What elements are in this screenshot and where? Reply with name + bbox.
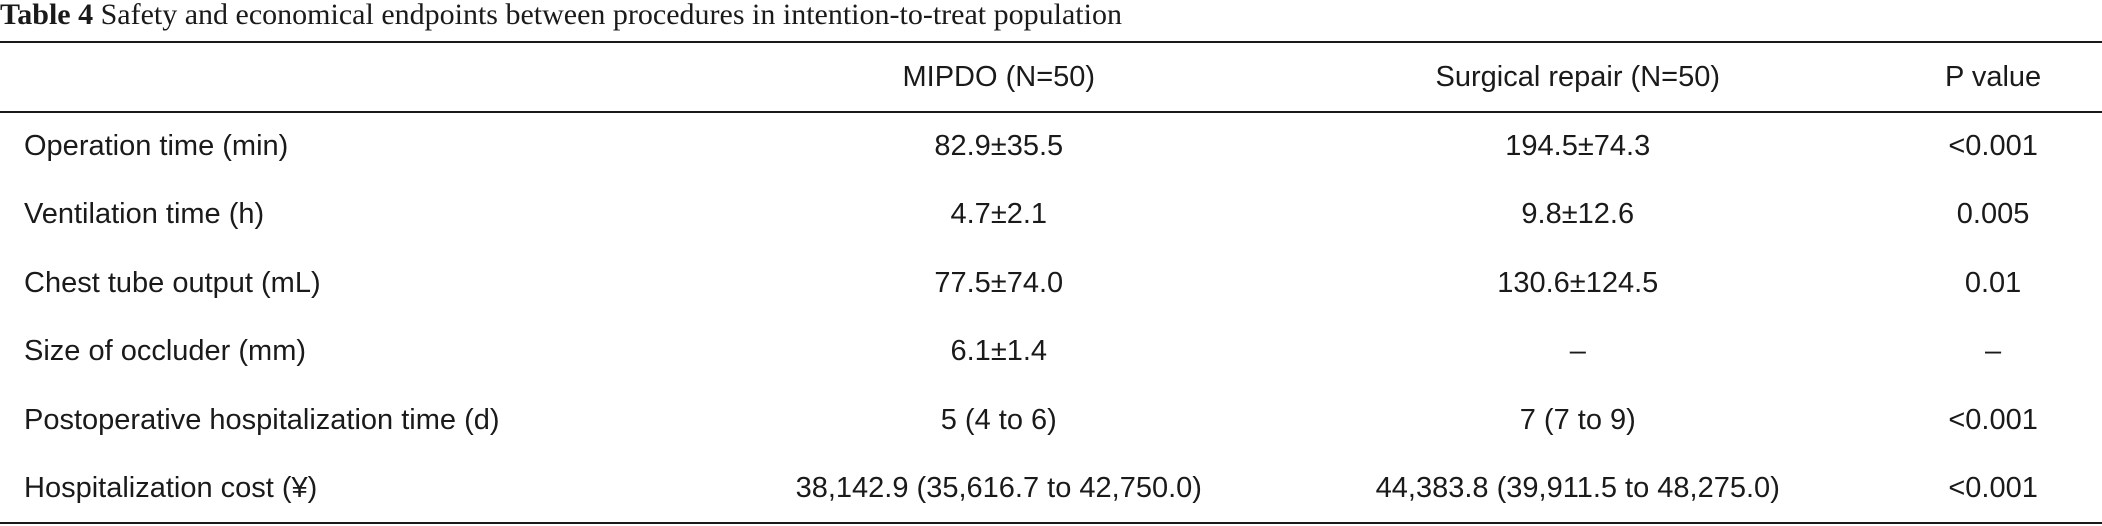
row-label: Postoperative hospitalization time (d)	[24, 403, 500, 436]
table-caption: Table 4 Safety and economical endpoints …	[0, 0, 1122, 42]
mipdo-value: 5 (4 to 6)	[940, 403, 1057, 436]
surgical-repair-value: 44,383.8 (39,911.5 to 48,275.0)	[1375, 471, 1780, 504]
surgical-repair-value: –	[1569, 335, 1586, 368]
mipdo-value: 4.7±2.1	[950, 198, 1048, 231]
surgical-repair-value: 194.5±74.3	[1505, 130, 1651, 163]
p-value: –	[1985, 335, 2002, 368]
header-cell-surgical-repair: Surgical repair (N=50)	[1435, 60, 1721, 93]
endpoints-table: MIPDO (N=50) Surgical repair (N=50) P va…	[0, 41, 2102, 524]
header-cell-item	[0, 42, 726, 112]
table-caption-label: Table 4	[0, 0, 94, 31]
p-value: <0.001	[1948, 403, 2038, 436]
p-value: 0.005	[1956, 198, 2030, 231]
table-row: Hospitalization cost (¥) 38,142.9 (35,61…	[0, 455, 2102, 524]
surgical-repair-value: 7 (7 to 9)	[1519, 403, 1636, 436]
table-row: Size of occluder (mm) 6.1±1.4 – –	[0, 318, 2102, 387]
table-row: Chest tube output (mL) 77.5±74.0 130.6±1…	[0, 249, 2102, 318]
table-caption-text: Safety and economical endpoints between …	[93, 0, 1122, 31]
surgical-repair-value: 130.6±124.5	[1497, 266, 1659, 299]
row-label: Size of occluder (mm)	[24, 335, 307, 368]
mipdo-value: 6.1±1.4	[950, 335, 1048, 368]
table-body: Operation time (min) 82.9±35.5 194.5±74.…	[0, 112, 2102, 523]
p-value: 0.01	[1964, 266, 2022, 299]
row-label: Chest tube output (mL)	[24, 266, 321, 299]
table-row: Postoperative hospitalization time (d) 5…	[0, 386, 2102, 455]
mipdo-value: 38,142.9 (35,616.7 to 42,750.0)	[795, 471, 1202, 504]
header-row: MIPDO (N=50) Surgical repair (N=50) P va…	[0, 42, 2102, 112]
row-label: Ventilation time (h)	[24, 198, 265, 231]
row-label: Hospitalization cost (¥)	[24, 471, 318, 504]
header-cell-p-value: P value	[1944, 60, 2042, 93]
table-header: MIPDO (N=50) Surgical repair (N=50) P va…	[0, 42, 2102, 112]
surgical-repair-value: 9.8±12.6	[1521, 198, 1635, 231]
table-row: Ventilation time (h) 4.7±2.1 9.8±12.6 0.…	[0, 181, 2102, 250]
mipdo-value: 77.5±74.0	[934, 266, 1064, 299]
table-row: Operation time (min) 82.9±35.5 194.5±74.…	[0, 112, 2102, 181]
header-cell-mipdo: MIPDO (N=50)	[902, 60, 1096, 93]
p-value: <0.001	[1948, 471, 2038, 504]
p-value: <0.001	[1948, 130, 2038, 163]
row-label: Operation time (min)	[24, 130, 289, 163]
mipdo-value: 82.9±35.5	[934, 130, 1064, 163]
